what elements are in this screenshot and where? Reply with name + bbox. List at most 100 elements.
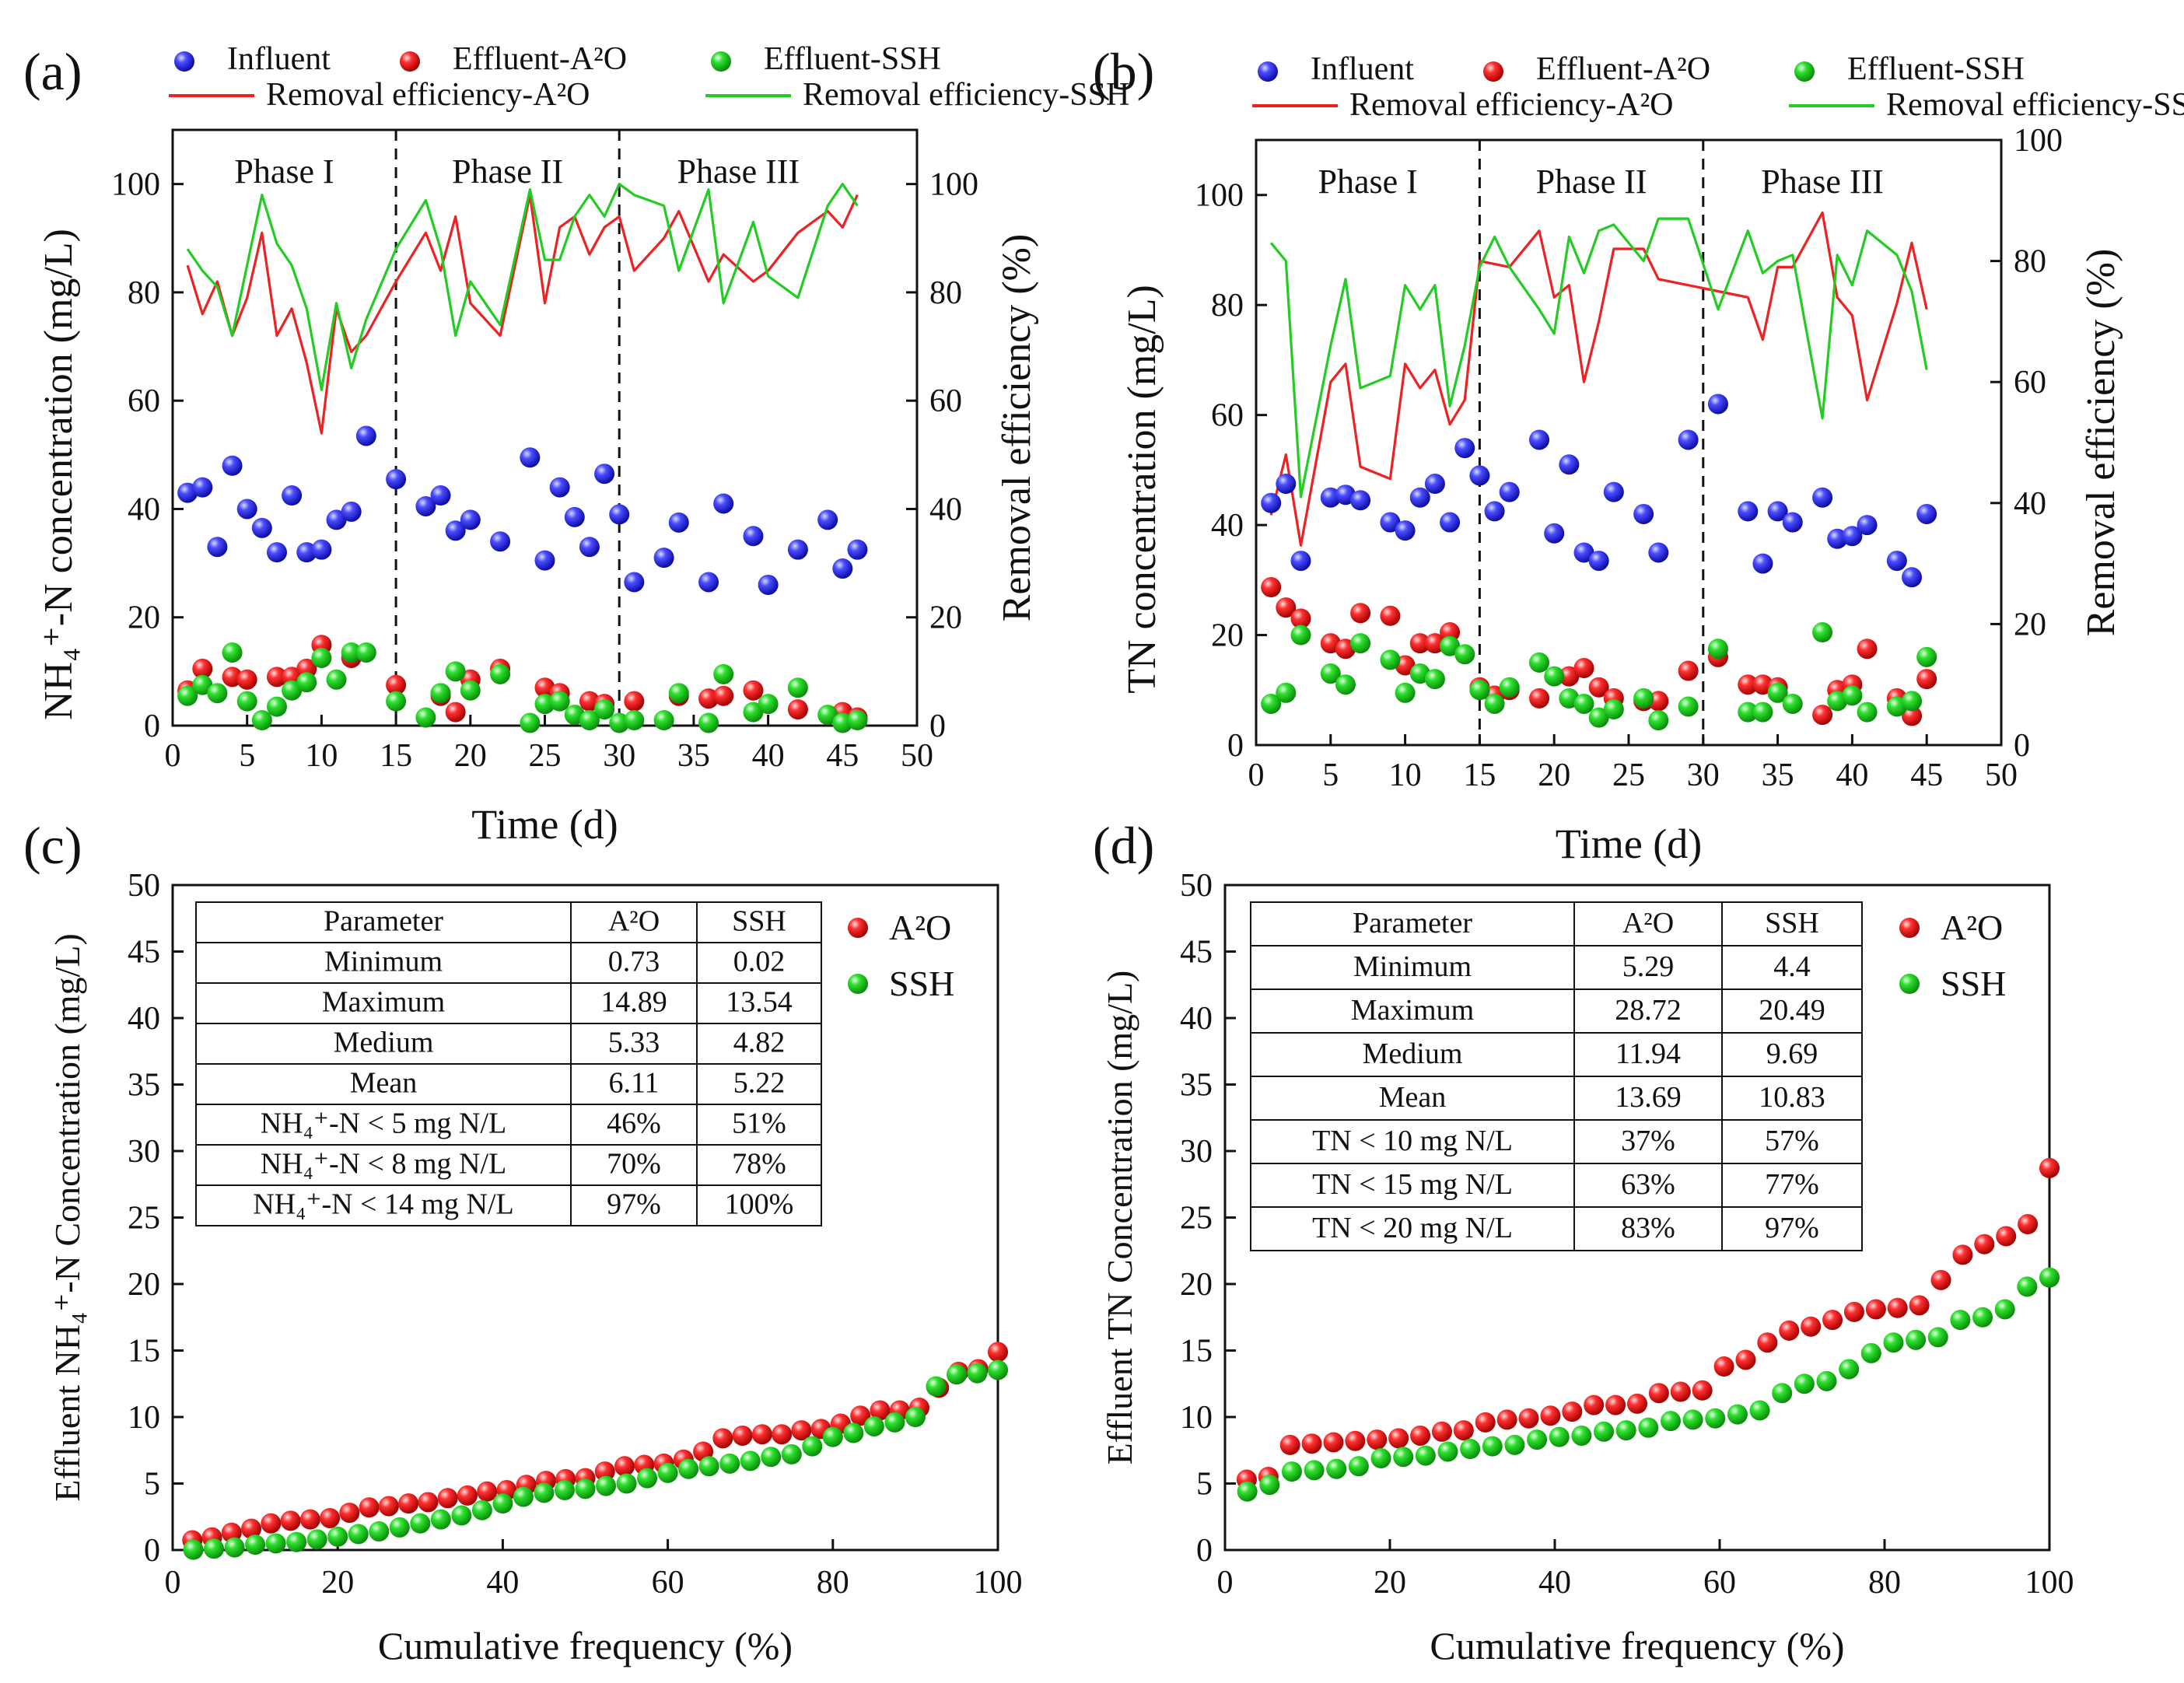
legend-entry: Removal efficiency-SSH [1886,87,2184,123]
y-tick-label: 30 [128,1134,160,1170]
y-tick-label: 10 [1180,1400,1213,1436]
data-point [1887,1297,1908,1318]
data-point [988,1342,1008,1363]
table-cell: 51% [732,1107,786,1139]
data-point [445,661,466,682]
data-point [445,520,466,541]
data-point [863,1415,884,1436]
table-cell: 4.82 [733,1026,786,1058]
data-point [251,710,272,731]
y-axis-label: TN concentration (mg/L) [1120,285,1164,694]
data-point [1738,501,1759,522]
data-point [341,501,362,522]
data-point [1822,1310,1843,1331]
series-scatter [1236,1157,2060,1490]
y-right-tick-label: 100 [2014,123,2063,159]
data-point [378,1496,399,1517]
data-point [534,1482,555,1503]
table-cell: Minimum [324,945,443,978]
plot-frame [171,128,919,727]
data-point [791,1420,812,1441]
legend-marker [174,51,194,72]
data-point [341,642,362,663]
data-point [2017,1276,2038,1297]
data-point [1782,693,1803,714]
data-point [445,702,466,723]
y-right-axis-label: Removal efficiency (%) [2079,249,2123,637]
panel-d: (d) 0 20 40 60 80 100 0 5 10 15 20 25 30 35 40 45 50 Cumul… [1093,816,2074,1667]
y-tick-label: 40 [128,492,160,527]
y-tick-label: 20 [128,600,160,636]
data-point [1276,682,1297,703]
data-point [758,694,779,715]
data-point [1996,1226,2017,1247]
legend-entry: Removal efficiency-A²O [1349,87,1674,123]
y-right-tick-label: 20 [2014,607,2046,642]
data-point [624,710,645,731]
legend-marker [400,51,420,72]
data-point [1304,1460,1325,1481]
data-point [1670,1381,1691,1402]
data-point [326,509,347,530]
data-point [430,683,451,704]
data-point [1827,528,1848,549]
table-cell: 37% [1621,1125,1675,1157]
table-cell: 14.89 [600,985,667,1018]
data-point [224,1537,245,1558]
y-right-tick-label: 20 [929,600,962,636]
table-cell: 6.11 [608,1066,659,1099]
data-point [1290,608,1311,629]
table-cell: 11.94 [1615,1037,1681,1070]
table-cell: NH₄⁺-N < 5 mg N/L [261,1107,507,1139]
data-point [183,1539,204,1560]
table-cell: 83% [1621,1212,1675,1244]
data-point [761,1447,782,1468]
table-cell: NH₄⁺-N < 8 mg N/L [261,1147,507,1180]
x-tick-label: 25 [1612,758,1645,793]
data-point [1735,1349,1756,1370]
data-point [1573,657,1594,678]
data-point [477,1481,498,1502]
data-point [850,1405,871,1426]
data-point [1857,639,1878,660]
data-point [460,509,481,530]
data-point [1603,699,1624,720]
y-tick-label: 0 [1196,1533,1213,1569]
data-point [306,1529,327,1550]
data-point [549,477,570,498]
data-point [1261,577,1282,598]
phase-label: Phase II [1536,163,1647,201]
table-cell: 10.83 [1759,1081,1825,1114]
data-point [1529,688,1550,709]
table-cell: 57% [1765,1125,1819,1157]
data-point [1454,644,1475,665]
data-point [359,1497,380,1518]
table-cell: TN < 10 mg N/L [1312,1125,1513,1157]
data-point [1388,1428,1409,1449]
table-header-cell: A²O [608,904,660,937]
data-point [1544,523,1565,544]
data-point [1573,693,1594,714]
data-point [1916,503,1937,524]
table-cell: Maximum [1351,994,1474,1027]
data-point [1648,710,1669,731]
data-point [326,669,347,690]
y-right-tick-label: 60 [2014,365,2046,401]
data-point [988,1359,1008,1380]
data-point [1909,1295,1930,1316]
x-tick-label: 20 [1538,758,1570,793]
data-point [1916,646,1937,667]
data-point [266,542,287,563]
x-tick-label: 50 [901,738,933,774]
data-point [1678,429,1699,450]
data-point [1410,1425,1431,1446]
data-point [1772,1383,1793,1404]
panel-a: (a) Influent Effluent-A²O Effluent-SSHRemov… [23,41,1129,848]
y-right-tick-label: 60 [929,383,962,419]
data-point [668,512,689,533]
data-point [296,672,317,693]
data-point [1518,1408,1539,1429]
data-point [1974,1233,1995,1254]
data-point [355,642,376,663]
